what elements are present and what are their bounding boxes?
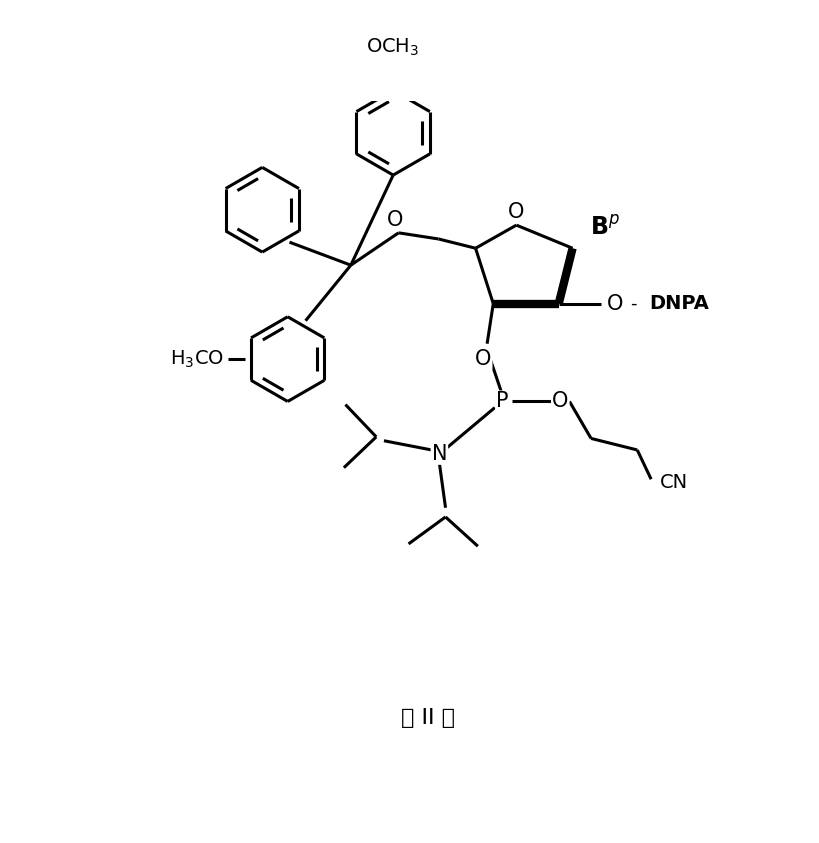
Text: -: - <box>630 295 636 313</box>
Text: N: N <box>432 443 447 464</box>
Text: CN: CN <box>660 473 689 491</box>
Text: $\mathbf{B}^p$: $\mathbf{B}^p$ <box>590 216 620 240</box>
Text: O: O <box>387 210 404 230</box>
Text: O: O <box>552 391 568 411</box>
Text: DNPA: DNPA <box>649 294 708 313</box>
Text: P: P <box>496 391 509 411</box>
Text: H$_3$CO: H$_3$CO <box>170 348 224 370</box>
Text: OCH$_3$: OCH$_3$ <box>366 37 420 58</box>
Text: （ II ）: （ II ） <box>400 708 455 728</box>
Text: O: O <box>607 293 623 314</box>
Text: O: O <box>475 349 491 369</box>
Text: O: O <box>508 202 524 222</box>
